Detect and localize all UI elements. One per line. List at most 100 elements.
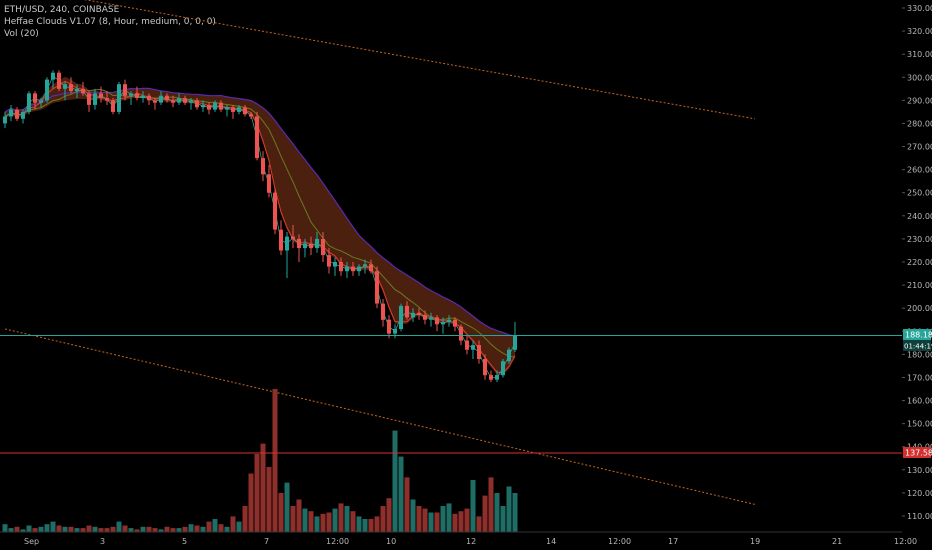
candle-body (69, 84, 73, 92)
heffae-cloud (4, 75, 516, 378)
candle-body (477, 345, 481, 359)
candle-body (327, 255, 331, 267)
y-tick-label: 290.00 (907, 96, 932, 105)
trend-line[interactable] (4, 328, 756, 505)
volume-bar (218, 524, 224, 532)
volume-bar (446, 503, 452, 532)
candle-body (51, 72, 55, 80)
y-tick-label: 170.00 (907, 374, 932, 383)
volume-bar (362, 519, 368, 532)
indicator-title: Heffae Clouds V1.07 (8, Hour, medium, 0,… (4, 17, 216, 27)
candle-body (381, 303, 385, 320)
candle-body (171, 100, 175, 103)
volume-bar (104, 528, 110, 532)
candle-body (507, 349, 511, 362)
volume-bar (488, 477, 494, 532)
volume-bar (68, 526, 74, 532)
cloud-area (5, 76, 515, 376)
trend-line[interactable] (2, 0, 756, 120)
volume-bar (44, 524, 50, 532)
volume-bar (248, 473, 254, 532)
candle-body (285, 236, 289, 251)
candle-body (471, 345, 475, 350)
volume-bar (170, 528, 176, 532)
candle-body (213, 102, 217, 110)
candle-body (165, 95, 169, 101)
y-tick-label: 270.00 (907, 143, 932, 152)
volume-bar (2, 524, 8, 532)
y-tick-label: 160.00 (907, 397, 932, 406)
candle-body (75, 88, 79, 92)
y-tick-label: 220.00 (907, 258, 932, 267)
volume-bar (512, 493, 518, 532)
candle-body (153, 100, 157, 103)
x-tick-label: 7 (264, 537, 269, 546)
candle-body (63, 84, 67, 89)
volume-bar (440, 506, 446, 532)
y-tick-label: 320.00 (907, 27, 932, 36)
price-labels: 188.18 01:44:19 137.58 (903, 329, 932, 458)
volume-bar (98, 528, 104, 532)
candle-body (453, 319, 457, 327)
candle-body (357, 266, 361, 272)
y-tick-label: 180.00 (907, 350, 932, 359)
volume-bar (128, 528, 134, 532)
volume-bar (410, 499, 416, 532)
volume-bar (350, 511, 356, 532)
candle-body (39, 100, 43, 103)
price-axis-bg (902, 0, 932, 550)
candle-body (99, 93, 103, 98)
candle-body (429, 317, 433, 320)
x-tick-label: 19 (750, 537, 760, 546)
candle-body (333, 262, 337, 267)
volume-bar (356, 516, 362, 532)
volume-bar (194, 525, 200, 532)
volume-bar (56, 525, 62, 532)
candle-body (321, 238, 325, 256)
volume-bar (422, 508, 428, 532)
y-tick-label: 280.00 (907, 120, 932, 129)
candle-body (447, 319, 451, 322)
candle-body (369, 264, 373, 272)
volume-bar (122, 525, 128, 532)
candle-body (435, 317, 439, 325)
candle-body (117, 84, 121, 112)
volume-bar (380, 506, 386, 532)
candle-body (93, 93, 97, 105)
candle-body (9, 109, 13, 117)
y-tick-label: 230.00 (907, 235, 932, 244)
candle-body (405, 305, 409, 318)
volume-bar (206, 521, 212, 532)
price-axis[interactable]: 110.00120.00130.00140.00150.00160.00170.… (902, 4, 932, 521)
candle-body (231, 107, 235, 112)
candle-body (351, 266, 355, 272)
volume-bar (140, 526, 146, 532)
volume-bar (494, 493, 500, 532)
current-price-label: 188.18 (905, 331, 932, 340)
volume-bar (392, 430, 398, 532)
volume-bar (50, 521, 56, 532)
volume-bar (62, 526, 68, 532)
candle-body (141, 95, 145, 98)
candle-body (195, 100, 199, 108)
candle-body (123, 84, 127, 96)
candle-body (387, 319, 391, 334)
volume-bar (308, 511, 314, 532)
volume-bar (230, 516, 236, 532)
x-tick-label: 17 (668, 537, 678, 546)
volume-bar (20, 529, 26, 532)
volume-bar (254, 454, 260, 532)
time-axis[interactable]: Sep 3 5 7 12:00 10 12 14 12:00 17 19 21 12:00 (0, 531, 917, 546)
volume-bar (386, 498, 392, 532)
candle-body (21, 111, 25, 119)
volume-bar (416, 506, 422, 532)
y-tick-label: 300.00 (907, 73, 932, 82)
volume-title: Vol (20) (4, 29, 39, 39)
candle-body (207, 105, 211, 110)
y-tick-label: 210.00 (907, 281, 932, 290)
alert-price-tag (903, 447, 931, 458)
candle-body (243, 107, 247, 115)
candle-body (279, 229, 283, 251)
volume-bar (92, 526, 98, 532)
